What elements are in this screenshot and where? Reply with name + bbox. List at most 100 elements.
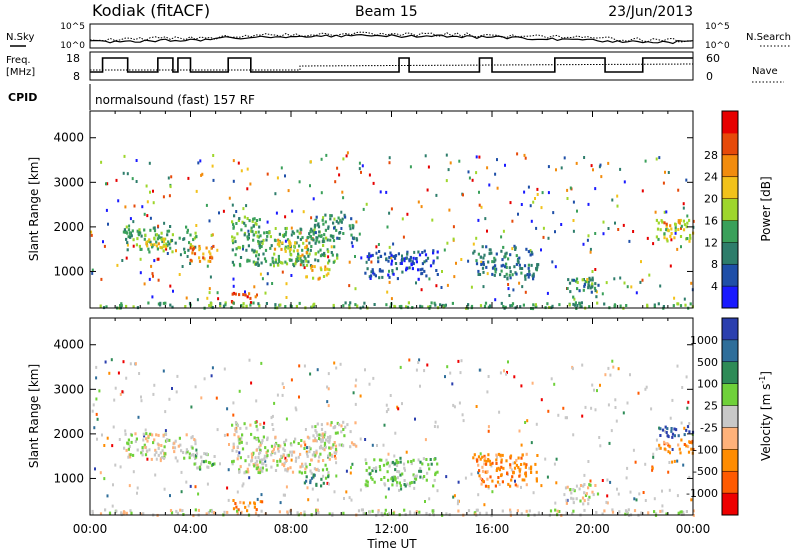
range-cell (352, 236, 356, 240)
range-cell (669, 234, 672, 238)
range-cell (412, 473, 415, 477)
range-cell (255, 459, 258, 463)
range-cell (671, 432, 675, 436)
range-cell (412, 262, 415, 266)
range-cell (582, 484, 585, 488)
range-cell (417, 250, 420, 254)
freq-tick-low: 8 (73, 70, 80, 83)
scatter-pixel (629, 373, 631, 377)
range-cell (320, 440, 323, 444)
scatter-pixel (671, 460, 674, 464)
scatter-pixel (551, 260, 554, 264)
range-cell (174, 439, 177, 443)
range-cell (328, 268, 331, 272)
range-cell (665, 512, 668, 516)
range-cell (237, 435, 240, 439)
range-cell (478, 273, 482, 276)
scatter-pixel (261, 277, 264, 281)
range-cell (262, 238, 265, 242)
range-cell (146, 449, 149, 453)
scatter-pixel (417, 458, 420, 462)
scatter-pixel (486, 229, 488, 233)
scatter-pixel (475, 171, 478, 175)
range-cell (336, 256, 339, 260)
range-cell (303, 447, 306, 450)
range-cell (383, 476, 386, 479)
range-cell (199, 467, 202, 471)
range-cell (312, 475, 315, 479)
scatter-pixel (594, 268, 597, 271)
range-cell (689, 302, 692, 306)
range-cell (395, 267, 398, 271)
scatter-pixel (248, 476, 251, 480)
scatter-pixel (200, 462, 203, 466)
range-cell (679, 304, 683, 308)
range-cell (670, 427, 673, 430)
range-cell (658, 443, 661, 447)
scatter-pixel (343, 497, 345, 500)
range-cell (123, 446, 126, 450)
scatter-pixel (389, 394, 392, 397)
scatter-pixel (409, 165, 412, 169)
range-cell (618, 510, 621, 514)
scatter-pixel (563, 493, 566, 497)
range-cell (161, 449, 164, 453)
range-cell (317, 469, 320, 472)
range-cell (150, 457, 153, 461)
scatter-pixel (96, 417, 99, 421)
scatter-pixel (554, 501, 557, 505)
scatter-pixel (536, 187, 539, 191)
range-cell (589, 278, 592, 282)
colorbar-tick-label: -1000 (686, 487, 718, 500)
range-cell (670, 429, 673, 433)
range-cell (491, 260, 494, 264)
range-cell (666, 434, 669, 438)
range-cell (238, 293, 241, 297)
scatter-pixel (200, 396, 203, 400)
range-cell (312, 439, 315, 443)
scatter-pixel (514, 479, 516, 483)
scatter-pixel (433, 425, 436, 428)
range-cell (126, 241, 129, 245)
scatter-pixel (383, 423, 386, 427)
range-cell (373, 480, 376, 484)
range-cell (571, 512, 574, 516)
scatter-pixel (232, 277, 235, 281)
range-cell (269, 235, 272, 239)
range-cell (291, 230, 294, 234)
range-cell (274, 435, 277, 439)
scatter-pixel (583, 156, 586, 159)
range-cell (355, 444, 358, 448)
scatter-pixel (216, 428, 219, 432)
range-cell (591, 285, 594, 289)
range-cell (482, 260, 485, 264)
scatter-pixel (661, 504, 664, 508)
range-cell (321, 432, 324, 436)
range-cell (278, 242, 281, 246)
range-cell (266, 438, 269, 442)
range-cell (301, 462, 304, 466)
range-cell (264, 248, 268, 252)
range-cell (417, 268, 420, 272)
scatter-pixel (200, 173, 203, 177)
beam-title: Beam 15 (355, 4, 418, 20)
range-cell (505, 262, 508, 266)
range-cell (477, 269, 480, 273)
scatter-pixel (610, 429, 613, 433)
range-cell (191, 245, 194, 249)
range-cell (509, 463, 512, 467)
scatter-pixel (680, 245, 682, 249)
scatter-pixel (435, 193, 438, 197)
range-cell (430, 462, 433, 466)
range-cell (349, 430, 352, 434)
range-cell (257, 253, 260, 257)
scatter-pixel (626, 466, 629, 470)
scatter-pixel (195, 448, 198, 452)
range-cell (232, 301, 235, 305)
range-cell (666, 239, 669, 243)
range-cell (332, 303, 335, 307)
range-cell (266, 454, 269, 458)
range-cell (290, 253, 293, 257)
scatter-pixel (565, 498, 568, 502)
scatter-pixel (462, 193, 464, 197)
